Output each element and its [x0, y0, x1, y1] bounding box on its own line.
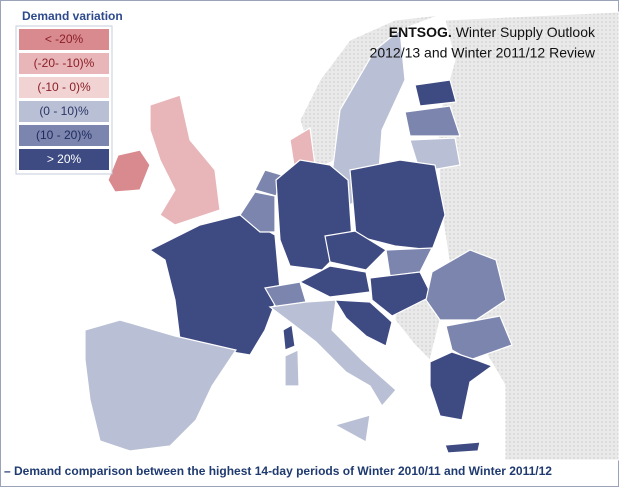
country [369, 271, 433, 317]
country [284, 349, 300, 387]
legend: Demand variation < -20% (-20- -10)% (-10 -… [15, 9, 123, 175]
legend-label: > 20% [47, 152, 82, 166]
countries [84, 28, 513, 454]
legend-title: Demand variation [22, 9, 123, 23]
legend-label: (-20- -10)% [34, 56, 95, 70]
legend-swatch [19, 53, 109, 74]
legend-swatch [19, 149, 109, 170]
source-text: Winter Supply Outlook [456, 24, 596, 40]
country [84, 319, 237, 452]
country [149, 94, 221, 226]
legend-label: (0 - 10)% [39, 104, 89, 118]
country [239, 191, 276, 233]
country [148, 214, 281, 356]
country [298, 265, 371, 298]
legend-swatch [19, 29, 109, 50]
country [333, 299, 393, 347]
country [107, 149, 151, 193]
country [444, 441, 481, 454]
source-bold: ENTSOG. [389, 24, 452, 40]
country [404, 105, 461, 137]
country [333, 414, 371, 443]
country [414, 79, 457, 107]
legend-label: < -20% [45, 32, 84, 46]
legend-swatch [19, 77, 109, 98]
country [425, 249, 507, 321]
legend-swatch [19, 101, 109, 122]
country [268, 299, 397, 408]
caption: – Demand comparison between the highest … [4, 464, 552, 478]
country [429, 351, 494, 421]
country [282, 324, 296, 351]
source-line-1: ENTSOG. Winter Supply Outlook [389, 24, 596, 40]
source-line-2: 2012/13 and Winter 2011/12 Review [370, 45, 596, 61]
legend-swatch [19, 125, 109, 146]
country [445, 315, 513, 361]
legend-label: (-10 - 0)% [37, 80, 91, 94]
country [324, 230, 387, 271]
legend-label: (10 - 20)% [36, 128, 92, 142]
